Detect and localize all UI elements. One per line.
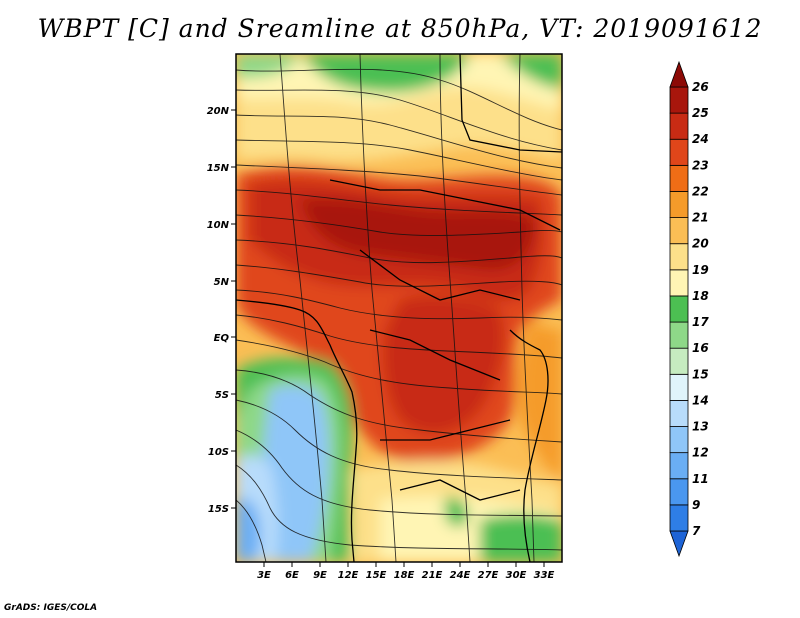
colorbar-segment [669, 426, 689, 454]
lon-axis: 3E 6E 9E 12E 15E 18E 21E 24E 27E 30E 33E [257, 562, 555, 581]
colorbar-label: 9 [692, 498, 700, 512]
colorbar-arrow-high [669, 60, 689, 88]
colorbar-segment [669, 295, 689, 323]
lat-label-5n: 5N [214, 277, 230, 288]
colorbar-label: 17 [692, 315, 709, 329]
colorbar-segment [669, 191, 689, 218]
colorbar-label: 19 [692, 263, 709, 277]
lon-label-9e: 9E [313, 570, 327, 581]
lon-label-6e: 6E [285, 570, 299, 581]
colorbar-label: 16 [692, 341, 709, 355]
colorbar: 7 9 11 12 13 14 15 16 17 18 19 20 21 22 23 24 25 26 [669, 60, 709, 558]
colorbar-label: 21 [692, 211, 709, 225]
lat-axis: 20N 15N 10N 5N EQ 5S 10S 15S [207, 106, 236, 515]
lon-label-3e: 3E [257, 570, 271, 581]
colorbar-segment [669, 86, 689, 114]
colorbar-label: 15 [692, 367, 709, 381]
wbpt-field [236, 54, 562, 562]
colorbar-segment [669, 452, 689, 480]
streamlines [236, 54, 562, 562]
colorbar-arrow-low [669, 530, 689, 558]
lon-label-30e: 30E [506, 570, 527, 581]
colorbar-label: 24 [692, 132, 709, 146]
colorbar-label: 14 [692, 393, 709, 407]
colorbar-label: 18 [692, 289, 709, 303]
colorbar-segment [669, 373, 689, 401]
lon-label-24e: 24E [450, 570, 471, 581]
lat-label-10s: 10S [208, 447, 229, 458]
colorbar-label: 12 [692, 446, 709, 460]
colorbar-segment [669, 321, 689, 349]
map-frame [235, 53, 563, 563]
lat-label-10n: 10N [207, 220, 230, 231]
lat-label-15s: 15S [208, 504, 229, 515]
colorbar-segment [669, 243, 689, 271]
lat-label-5s: 5S [215, 390, 229, 401]
colorbar-label: 13 [692, 420, 709, 434]
colorbar-label: 7 [692, 524, 701, 538]
colorbar-segment [669, 112, 689, 140]
lat-label-eq: EQ [214, 333, 230, 344]
lon-label-33e: 33E [534, 570, 555, 581]
coastlines [236, 54, 562, 562]
lon-label-21e: 21E [422, 570, 443, 581]
lat-label-15n: 15N [207, 163, 230, 174]
colorbar-segment [669, 269, 689, 297]
colorbar-segment [669, 347, 689, 375]
lon-label-15e: 15E [366, 570, 387, 581]
colorbar-segment [669, 504, 689, 532]
colorbar-label: 11 [692, 472, 709, 486]
lon-label-12e: 12E [338, 570, 359, 581]
colorbar-label: 25 [692, 106, 709, 120]
colorbar-segment [669, 478, 689, 506]
colorbar-label: 20 [692, 237, 709, 251]
colorbar-segment [669, 217, 689, 245]
lon-label-27e: 27E [478, 570, 499, 581]
colorbar-segment [669, 400, 689, 427]
lon-label-18e: 18E [394, 570, 415, 581]
colorbar-segment [669, 164, 689, 192]
lat-label-20n: 20N [207, 106, 230, 117]
grads-credit: GrADS: IGES/COLA [4, 603, 98, 613]
colorbar-label: 23 [692, 158, 709, 172]
colorbar-label: 26 [692, 80, 709, 94]
colorbar-segment [669, 138, 689, 166]
colorbar-label: 22 [692, 184, 709, 198]
map-title: WBPT [C] and Sreamline at 850hPa, VT: 20… [37, 14, 763, 43]
